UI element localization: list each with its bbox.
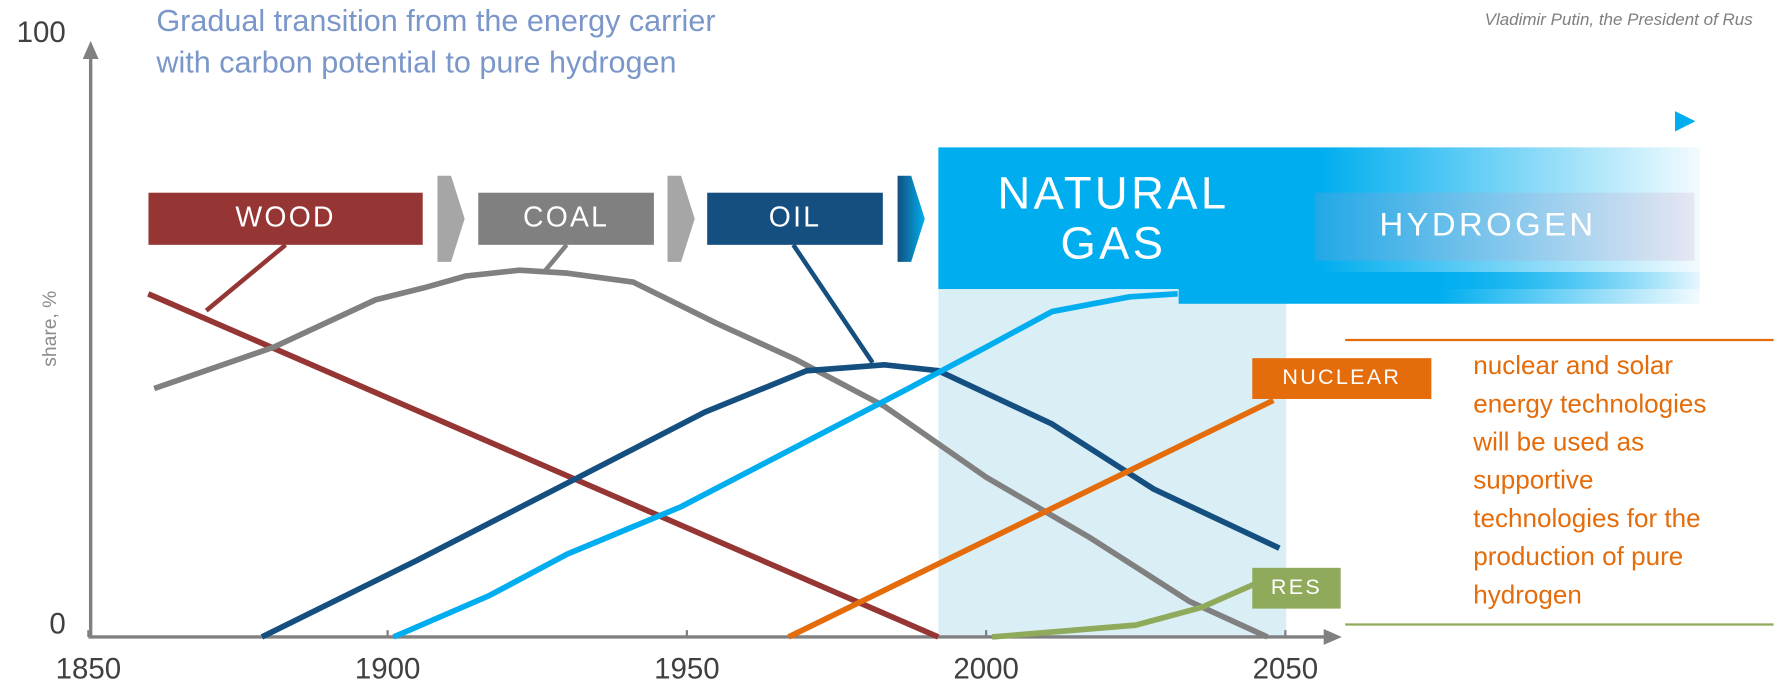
annotation-line: supportive [1473, 465, 1593, 495]
x-tick-label: 1850 [56, 653, 122, 686]
annotation-line: production of pure [1473, 541, 1683, 571]
series-label-text: WOOD [235, 202, 336, 234]
series-label-box [707, 192, 883, 245]
hydrogen-band [1314, 192, 1695, 261]
chevron [897, 175, 925, 262]
series-label: NATURAL GAS [997, 168, 1230, 269]
transition-arrowhead [1675, 111, 1696, 132]
x-tick-label: 2000 [953, 653, 1019, 686]
annotation-line: nuclear and solar [1473, 350, 1673, 380]
series-line [991, 581, 1257, 640]
annotation-line: will be used as [1472, 427, 1644, 457]
series-line [153, 267, 1269, 640]
series-label-box [478, 192, 654, 245]
connector [542, 243, 569, 274]
chevron [437, 175, 465, 262]
x-axis-arrow [1323, 629, 1342, 645]
series-label-text: COAL [522, 202, 610, 234]
series-label: RES [1270, 575, 1323, 600]
series-label-text: NUCLEAR [1282, 365, 1402, 390]
annotation-line: hydrogen [1473, 579, 1582, 609]
quote: Vladimir Putin, the President of Rus [1485, 10, 1754, 29]
hydrogen-label: HYDROGEN [1379, 205, 1596, 242]
series-line [392, 291, 1178, 640]
y-axis-arrow [82, 40, 99, 59]
series-line [260, 361, 1281, 640]
annotation-line: energy technologies [1473, 388, 1706, 418]
series-label: COAL [522, 202, 610, 234]
y-tick-label: 100 [17, 16, 66, 49]
y-axis-label: share, % [40, 291, 61, 367]
x-tick-label: 1950 [654, 653, 720, 686]
title-line: with carbon potential to pure hydrogen [155, 46, 676, 80]
x-tick-label: 2050 [1253, 653, 1319, 686]
series-label-box [1252, 358, 1432, 399]
connector [204, 243, 288, 313]
series-label-text: RES [1270, 575, 1323, 600]
series-label: NUCLEAR [1282, 365, 1402, 390]
series-line [787, 397, 1275, 640]
series-label: WOOD [235, 202, 336, 234]
title-line: Gradual transition from the energy carri… [156, 4, 715, 38]
series-label-text: NATURAL GAS [997, 168, 1230, 269]
series-label-box [1252, 567, 1341, 609]
connector [791, 243, 875, 364]
chevron [667, 175, 695, 262]
series-label: OIL [768, 202, 822, 234]
x-tick-label: 1900 [355, 653, 421, 686]
series-line [147, 291, 940, 640]
series-label-text: OIL [768, 202, 822, 234]
gas-band-lower [1178, 272, 1700, 304]
annotation-line: technologies for the [1473, 503, 1700, 533]
annotation: nuclear and solar energy technologies will… [1472, 350, 1706, 609]
y-tick-label: 0 [49, 607, 65, 640]
series-label-box [148, 192, 423, 245]
